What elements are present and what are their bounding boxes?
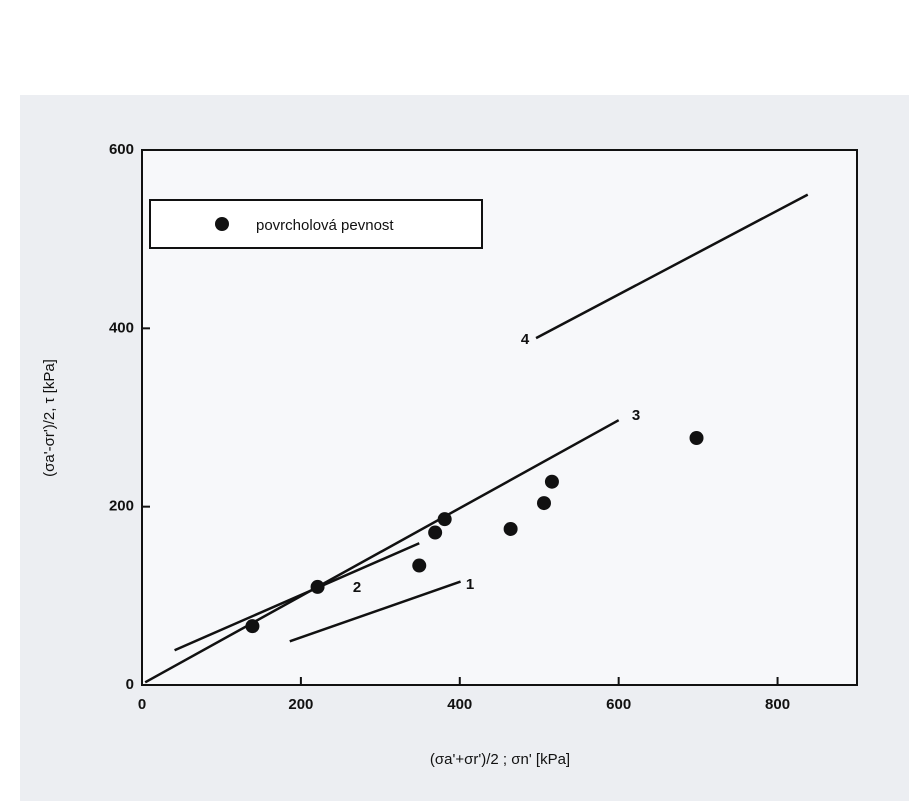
fit-line	[535, 193, 809, 340]
fit-line	[144, 419, 620, 684]
line-label: 3	[632, 407, 640, 424]
y-tick-label: 200	[109, 498, 134, 515]
y-tick-label: 400	[109, 319, 134, 336]
fit-line	[289, 580, 461, 643]
y-tick-label: 600	[109, 141, 134, 158]
line-label: 2	[353, 579, 361, 596]
data-point	[503, 521, 518, 536]
data-point	[245, 619, 260, 634]
legend-marker	[215, 217, 229, 231]
data-point	[412, 558, 427, 573]
x-tick-label: 800	[765, 696, 790, 713]
data-point	[544, 474, 559, 489]
x-axis-label: (σa'+σr')/2 ; σn' [kPa]	[430, 751, 570, 768]
x-tick-label: 600	[606, 696, 631, 713]
line-label: 4	[521, 331, 530, 348]
x-tick-label: 200	[288, 696, 313, 713]
data-point	[310, 579, 325, 594]
data-point	[428, 525, 443, 540]
data-point	[437, 512, 452, 527]
x-tick-label: 0	[138, 696, 146, 713]
data-point	[536, 496, 551, 511]
fit-line	[174, 542, 420, 652]
y-axis-label: (σa'-σr')/2, τ [kPa]	[41, 359, 58, 477]
x-tick-label: 400	[447, 696, 472, 713]
legend-label: povrcholová pevnost	[256, 217, 394, 234]
y-tick-label: 0	[126, 676, 134, 693]
line-label: 1	[466, 576, 474, 593]
legend-box	[149, 199, 483, 249]
data-point	[689, 431, 704, 446]
